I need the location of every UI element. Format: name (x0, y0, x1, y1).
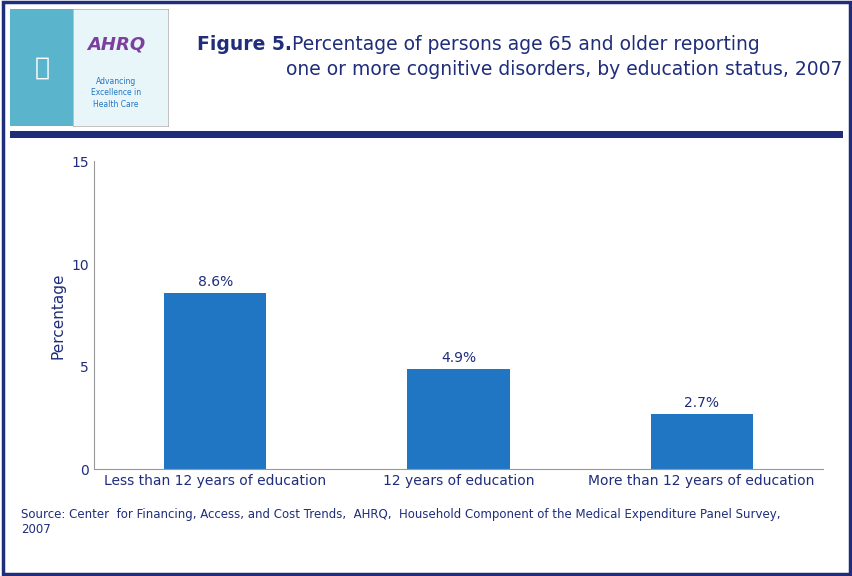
Bar (650, 414, 751, 469)
Text: 4.9%: 4.9% (440, 351, 475, 365)
Text: 🦅: 🦅 (34, 55, 49, 79)
Text: 8.6%: 8.6% (198, 275, 233, 289)
Text: Percentage of persons age 65 and older reporting
one or more cognitive disorders: Percentage of persons age 65 and older r… (285, 35, 841, 79)
Text: 2.7%: 2.7% (683, 396, 718, 410)
Y-axis label: Percentage: Percentage (51, 272, 66, 359)
Bar (164, 293, 266, 469)
Text: Source: Center  for Financing, Access, and Cost Trends,  AHRQ,  Household Compon: Source: Center for Financing, Access, an… (21, 508, 780, 536)
Bar (407, 369, 509, 469)
Text: Figure 5.: Figure 5. (196, 35, 291, 54)
Text: Advancing
Excellence in
Health Care: Advancing Excellence in Health Care (91, 77, 141, 109)
Text: AHRQ: AHRQ (87, 35, 145, 53)
